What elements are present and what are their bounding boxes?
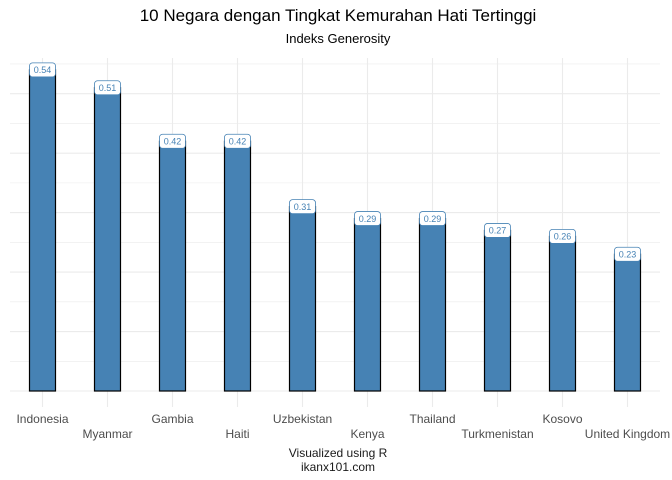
- data-label-box: [224, 133, 251, 149]
- bar: [28, 69, 57, 392]
- data-label: 0.29: [419, 211, 446, 226]
- data-label-box: [614, 246, 641, 262]
- bar: [353, 217, 382, 392]
- caption-line-2: ikanx101.com: [301, 460, 375, 474]
- x-tick-label: Haiti: [225, 427, 249, 441]
- x-tick-label: Gambia: [151, 412, 193, 426]
- data-label-box: [419, 211, 446, 226]
- bar: [223, 140, 252, 392]
- data-label: 0.29: [354, 211, 381, 226]
- data-label: 0.42: [159, 133, 186, 149]
- chart-title: 10 Negara dengan Tingkat Kemurahan Hati …: [140, 6, 537, 25]
- bar: [483, 229, 512, 392]
- bar: [418, 217, 447, 392]
- chart-subtitle: Indeks Generosity: [286, 31, 391, 46]
- x-tick-label: Indonesia: [16, 412, 68, 426]
- data-label-box: [29, 62, 56, 78]
- data-label-box: [289, 199, 316, 215]
- data-label-text: 0.54: [34, 65, 52, 75]
- data-label-text: 0.23: [619, 250, 637, 260]
- data-label-text: 0.27: [489, 226, 507, 236]
- bar: [548, 235, 577, 392]
- x-tick-label: Thailand: [409, 412, 455, 426]
- bar: [613, 253, 642, 392]
- x-tick-label: Kosovo: [542, 412, 582, 426]
- data-label: 0.27: [484, 223, 511, 238]
- bar: [93, 87, 122, 392]
- data-label-text: 0.51: [99, 83, 117, 93]
- data-label-text: 0.31: [294, 202, 312, 212]
- data-label-text: 0.42: [229, 137, 247, 147]
- data-label: 0.42: [224, 133, 251, 149]
- x-tick-label: Kenya: [350, 427, 384, 441]
- data-label: 0.54: [29, 62, 56, 78]
- data-label-text: 0.29: [424, 214, 442, 224]
- x-tick-label: United Kingdom: [585, 427, 670, 441]
- data-labels: 0.54 0.51 0.42 0.42 0.31 0.29 0.29 0.27 0.26 0.23: [29, 62, 641, 262]
- caption-line-1: Visualized using R: [289, 446, 388, 460]
- data-label: 0.23: [614, 246, 641, 262]
- x-tick-label: Uzbekistan: [273, 412, 332, 426]
- data-label-box: [159, 133, 186, 149]
- bar: [158, 140, 187, 392]
- data-label-box: [484, 223, 511, 238]
- bars: [28, 69, 642, 392]
- data-label-text: 0.26: [554, 232, 572, 242]
- x-tick-label: Turkmenistan: [461, 427, 533, 441]
- data-label-box: [94, 80, 121, 96]
- data-label-text: 0.42: [164, 137, 182, 147]
- data-label-box: [549, 228, 576, 244]
- x-tick-label: Myanmar: [82, 427, 132, 441]
- data-label-text: 0.29: [359, 214, 377, 224]
- data-label: 0.26: [549, 228, 576, 244]
- data-label: 0.31: [289, 199, 316, 215]
- data-label-box: [354, 211, 381, 226]
- x-tick-labels: Indonesia Myanmar Gambia Haiti Uzbekistan Ken…: [16, 412, 670, 441]
- data-label: 0.51: [94, 80, 121, 96]
- bar: [288, 206, 317, 392]
